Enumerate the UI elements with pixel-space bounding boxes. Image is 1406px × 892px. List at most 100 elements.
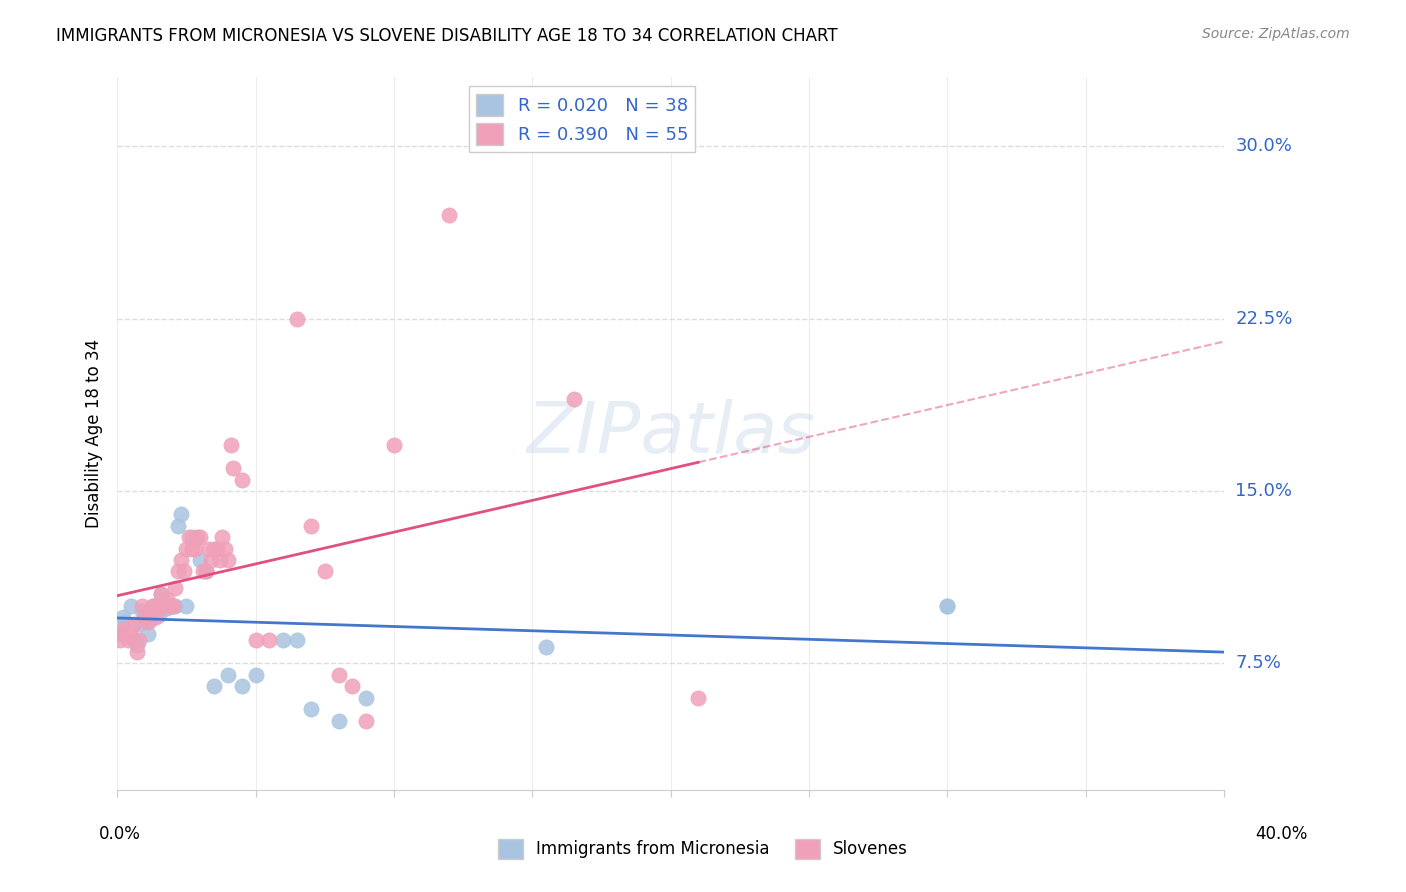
Point (150, 587, 173, 601)
Point (688, 690, 710, 705)
Point (136, 615, 159, 629)
Point (194, 565, 217, 579)
Point (191, 565, 214, 579)
Point (159, 599, 181, 613)
Point (108, 626, 131, 640)
Point (125, 638, 148, 652)
Point (131, 599, 153, 613)
Point (231, 679, 253, 693)
Point (382, 438, 405, 452)
Point (176, 541, 198, 556)
Point (170, 507, 193, 521)
Text: Source: ZipAtlas.com: Source: ZipAtlas.com (1202, 27, 1350, 41)
Point (134, 610, 156, 624)
Point (188, 553, 211, 567)
Point (139, 603, 162, 617)
Point (245, 668, 267, 682)
Point (128, 633, 150, 648)
Point (202, 679, 225, 693)
Point (122, 617, 145, 632)
Point (200, 553, 222, 567)
Point (202, 541, 225, 556)
Point (259, 633, 281, 648)
Point (176, 599, 198, 613)
Text: 0.0%: 0.0% (98, 825, 141, 843)
Point (180, 530, 202, 544)
Point (342, 679, 364, 693)
Point (145, 599, 167, 613)
Point (245, 633, 267, 648)
Point (217, 668, 239, 682)
Point (165, 599, 187, 613)
Point (131, 603, 153, 617)
Point (217, 553, 239, 567)
Point (205, 541, 228, 556)
Point (159, 599, 181, 613)
Text: 15.0%: 15.0% (1236, 482, 1292, 500)
Point (439, 208, 461, 222)
Point (188, 530, 211, 544)
Point (114, 626, 136, 640)
Point (285, 311, 308, 326)
Point (153, 599, 176, 613)
Point (285, 633, 308, 648)
Point (170, 553, 193, 567)
Point (167, 565, 190, 579)
Point (156, 592, 179, 607)
Point (211, 530, 233, 544)
Point (180, 541, 202, 556)
Text: 22.5%: 22.5% (1236, 310, 1292, 327)
Point (108, 633, 131, 648)
Point (197, 541, 219, 556)
Point (162, 599, 184, 613)
Point (194, 565, 217, 579)
Point (328, 714, 350, 728)
Point (936, 599, 959, 613)
Point (134, 608, 156, 623)
Point (111, 622, 134, 636)
Point (150, 587, 173, 601)
Point (219, 438, 242, 452)
Text: 40.0%: 40.0% (1256, 825, 1308, 843)
Legend: R = 0.020   N = 38, R = 0.390   N = 55: R = 0.020 N = 38, R = 0.390 N = 55 (468, 87, 696, 153)
Point (183, 541, 205, 556)
Point (534, 640, 557, 655)
Point (148, 599, 170, 613)
Point (299, 702, 322, 716)
Point (117, 633, 139, 648)
Text: 7.5%: 7.5% (1236, 655, 1281, 673)
Point (231, 473, 253, 487)
Point (153, 599, 176, 613)
Point (125, 645, 148, 659)
Point (179, 530, 201, 544)
Point (122, 633, 145, 648)
Text: IMMIGRANTS FROM MICRONESIA VS SLOVENE DISABILITY AGE 18 TO 34 CORRELATION CHART: IMMIGRANTS FROM MICRONESIA VS SLOVENE DI… (56, 27, 838, 45)
Point (114, 615, 136, 629)
Point (354, 690, 377, 705)
Point (214, 541, 236, 556)
Point (299, 518, 322, 533)
Point (120, 629, 142, 643)
Point (354, 714, 377, 728)
Point (173, 565, 195, 579)
Point (208, 553, 231, 567)
Text: ZIPatlas: ZIPatlas (526, 399, 815, 468)
Point (936, 599, 959, 613)
Point (142, 599, 165, 613)
Point (328, 668, 350, 682)
Point (162, 599, 184, 613)
Point (156, 601, 179, 615)
Point (167, 518, 190, 533)
Point (222, 461, 245, 475)
Point (271, 633, 294, 648)
Point (562, 392, 585, 406)
Point (186, 530, 208, 544)
Point (136, 626, 159, 640)
Point (139, 613, 162, 627)
Point (111, 610, 134, 624)
Point (128, 617, 150, 632)
Legend: Immigrants from Micronesia, Slovenes: Immigrants from Micronesia, Slovenes (491, 832, 915, 866)
Point (142, 599, 165, 613)
Point (145, 610, 167, 624)
Point (120, 599, 142, 613)
